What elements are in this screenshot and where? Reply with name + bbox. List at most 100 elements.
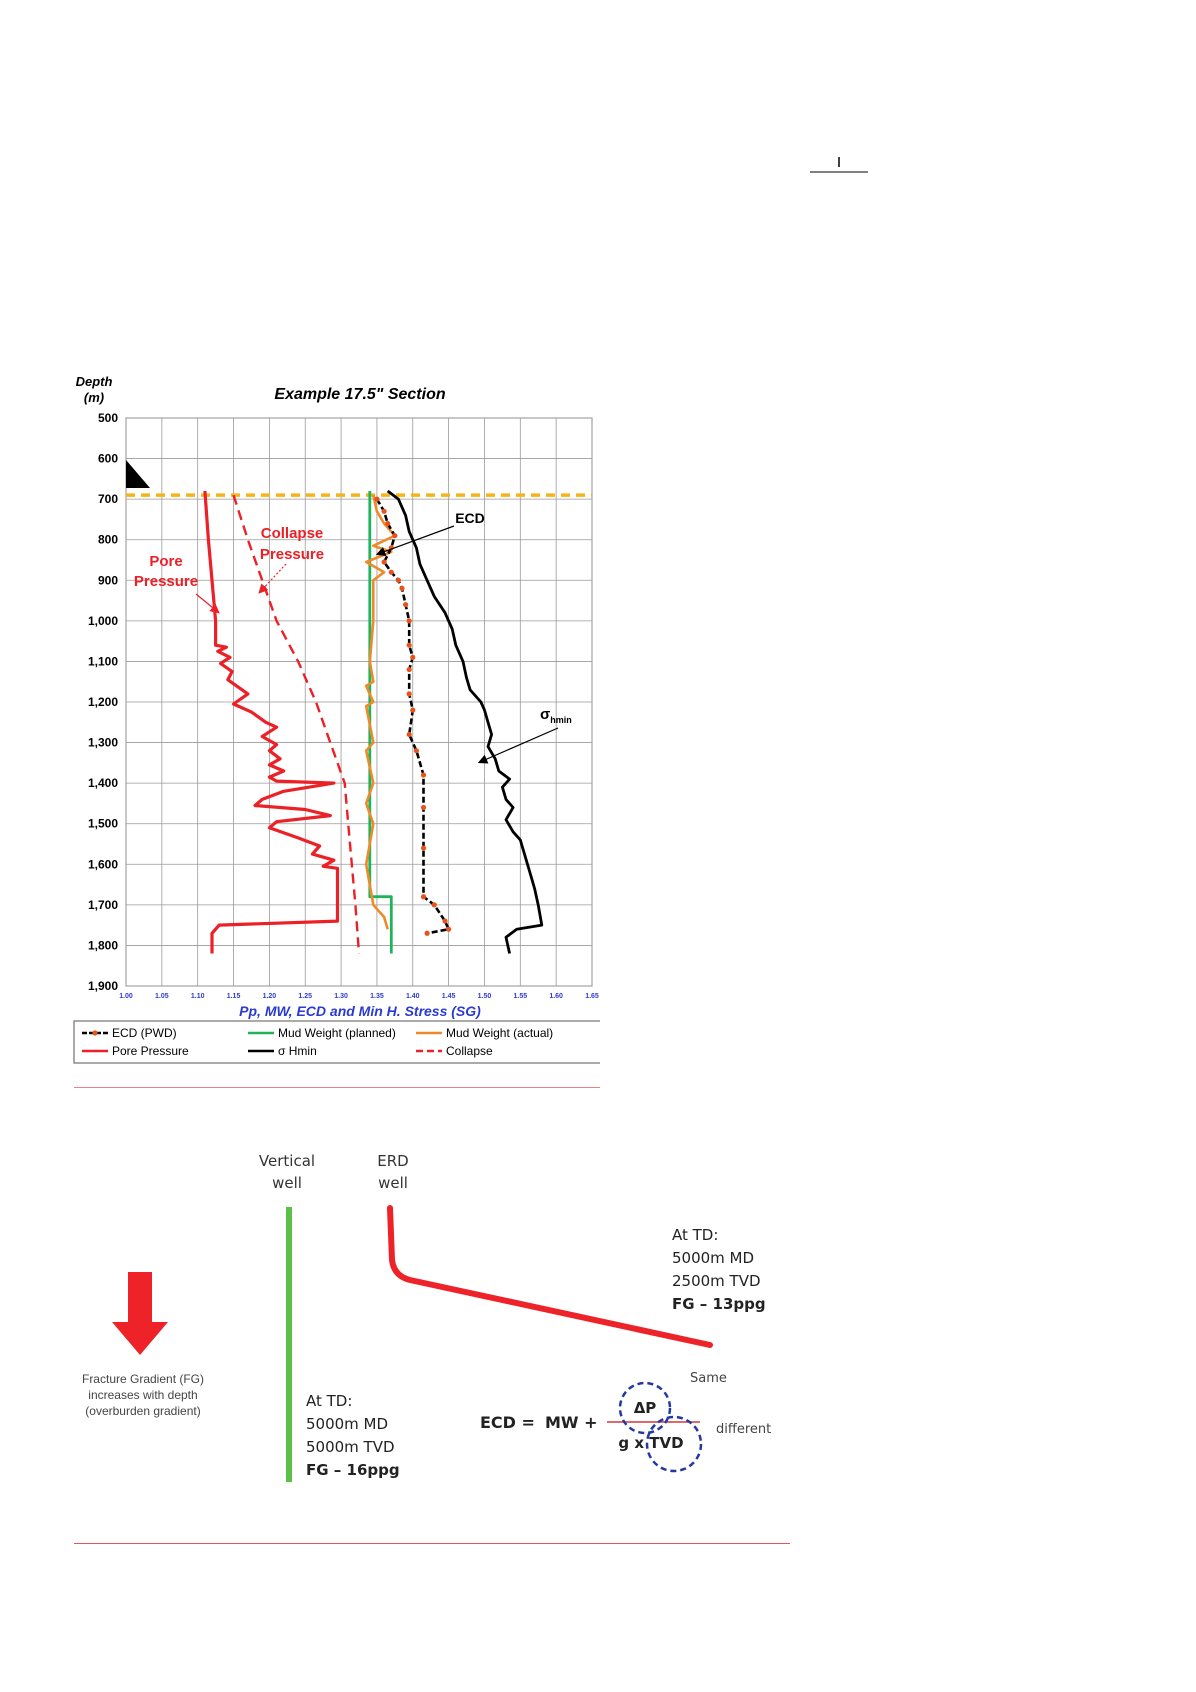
casing-shoe-marker: [126, 460, 150, 488]
ecd-point: [406, 618, 412, 624]
axis-title-depth: Depth (m): [76, 374, 113, 405]
ecd-point: [406, 642, 412, 648]
y-tick-label: 800: [98, 533, 118, 547]
legend-label-collapse: Collapse: [446, 1044, 493, 1058]
x-axis-title: Pp, MW, ECD and Min H. Stress (SG): [239, 1003, 481, 1019]
erd-well-label-1: ERD: [377, 1152, 408, 1170]
ecd-point: [381, 559, 387, 565]
x-tick-label: 1.00: [119, 993, 133, 1000]
vertical-fg: FG – 16ppg: [306, 1461, 400, 1479]
ecd-point: [446, 926, 452, 932]
x-tick-label: 1.60: [549, 993, 563, 1000]
x-tick-label: 1.45: [442, 993, 456, 1000]
pore-pressure-pointer: [195, 593, 220, 614]
diagram-divider: [74, 1543, 790, 1544]
ylabel-line-2: (m): [84, 390, 104, 405]
ecd-point: [381, 508, 387, 514]
x-tick-label: 1.35: [370, 993, 384, 1000]
legend-label-pore: Pore Pressure: [112, 1044, 189, 1058]
ecd-point: [399, 585, 405, 591]
ecd-point: [395, 577, 402, 583]
ecd-point: [420, 772, 427, 778]
equation-mw: MW +: [545, 1413, 598, 1432]
ecd-point: [374, 496, 380, 502]
series-line-pore: [203, 490, 340, 954]
equation-denominator: g x TVD: [618, 1434, 683, 1452]
depth-chart: Depth (m) Example 17.5" Section 500 600 70…: [73, 374, 600, 1064]
y-tick-label: 1,900: [88, 979, 118, 993]
x-tick-labels: 1.00 1.05 1.10 1.15 1.20 1.25 1.30 1.35 1.40 1.45…: [119, 993, 599, 1000]
erd-td-line-3: 2500m TVD: [672, 1272, 761, 1290]
erd-td-line-2: 5000m MD: [672, 1249, 754, 1267]
erd-td-info: At TD: 5000m MD 2500m TVD FG – 13ppg: [672, 1226, 766, 1313]
ecd-equation: ECD = MW + ΔP g x TVD Same different: [480, 1371, 771, 1473]
ecd-point: [420, 804, 427, 811]
y-tick-label: 1,100: [88, 654, 118, 668]
arrow-caption-2: increases with depth: [88, 1388, 197, 1402]
same-circle: [618, 1381, 672, 1435]
vertical-well-label-2: well: [272, 1174, 302, 1192]
vertical-td-info: At TD: 5000m MD 5000m TVD FG – 16ppg: [306, 1392, 400, 1479]
vertical-td-line-3: 5000m TVD: [306, 1438, 395, 1456]
x-tick-label: 1.10: [191, 993, 205, 1000]
erd-td-line-1: At TD:: [672, 1226, 718, 1244]
legend-marker: [92, 1030, 98, 1036]
ecd-point: [410, 654, 416, 660]
x-tick-label: 1.30: [334, 993, 348, 1000]
legend: ECD (PWD) Mud Weight (planned) Mud Weight …: [73, 1020, 600, 1064]
hmin-pointer: [477, 727, 559, 764]
vertical-well-label-1: Vertical: [259, 1152, 315, 1170]
y-tick-label: 600: [98, 452, 118, 466]
series-line-collapse: [232, 494, 361, 954]
x-tick-label: 1.65: [585, 993, 599, 1000]
collapse-label-2: Pressure: [260, 546, 324, 563]
y-tick-label: 500: [98, 411, 118, 425]
ecd-point: [413, 748, 419, 754]
x-tick-label: 1.15: [227, 993, 241, 1000]
series-line-mw_actual: [364, 494, 397, 930]
y-tick-label: 700: [98, 492, 118, 506]
ylabel-line-1: Depth: [76, 374, 113, 389]
ecd-point: [385, 520, 391, 527]
vertical-td-line-1: At TD:: [306, 1392, 352, 1410]
x-tick-label: 1.55: [513, 993, 527, 1000]
y-tick-label: 900: [98, 573, 118, 587]
arrow-caption-3: (overburden gradient): [85, 1404, 200, 1418]
y-tick-label: 1,300: [88, 736, 118, 750]
ecd-label: ECD: [455, 510, 485, 526]
ecd-point: [420, 894, 427, 900]
x-tick-label: 1.25: [298, 993, 312, 1000]
different-label: different: [716, 1422, 771, 1437]
legend-box: [73, 1020, 600, 1064]
ecd-point: [392, 533, 398, 539]
legend-label-mw_planned: Mud Weight (planned): [278, 1026, 396, 1040]
ecd-point: [420, 845, 427, 851]
arrow-caption: Fracture Gradient (FG) increases with de…: [82, 1372, 204, 1418]
y-tick-label: 1,000: [88, 614, 118, 628]
y-tick-label: 1,500: [88, 817, 118, 831]
equation-numerator: ΔP: [634, 1399, 657, 1417]
x-tick-label: 1.05: [155, 993, 169, 1000]
chart-title: Example 17.5" Section: [274, 386, 445, 403]
ecd-point: [388, 569, 394, 575]
erd-well-label-2: well: [378, 1174, 408, 1192]
same-label: Same: [690, 1371, 727, 1386]
y-tick-label: 1,700: [88, 898, 118, 912]
equation-lhs: ECD =: [480, 1413, 535, 1432]
legend-label-hmin: σ Hmin: [278, 1044, 317, 1058]
fracture-gradient-arrow: [112, 1272, 168, 1355]
hmin-label: σhmin: [540, 706, 572, 725]
arrow-caption-1: Fracture Gradient (FG): [82, 1372, 204, 1386]
x-tick-label: 1.40: [406, 993, 420, 1000]
different-circle: [645, 1415, 703, 1473]
y-tick-label: 1,400: [88, 776, 118, 790]
pore-pressure-label-1: Pore: [149, 553, 182, 570]
legend-label-mw_actual: Mud Weight (actual): [446, 1026, 553, 1040]
well-comparison-diagram: Vertical well ERD well At TD: 5000m MD 2…: [82, 1152, 771, 1482]
ecd-point: [410, 707, 416, 713]
y-tick-label: 1,600: [88, 857, 118, 871]
y-tick-label: 1,800: [88, 938, 118, 952]
y-tick-labels: 500 600 700 800 900 1,000 1,100 1,200 1,300 1,400…: [88, 411, 118, 993]
ecd-point: [431, 902, 437, 908]
grid: [125, 417, 593, 987]
